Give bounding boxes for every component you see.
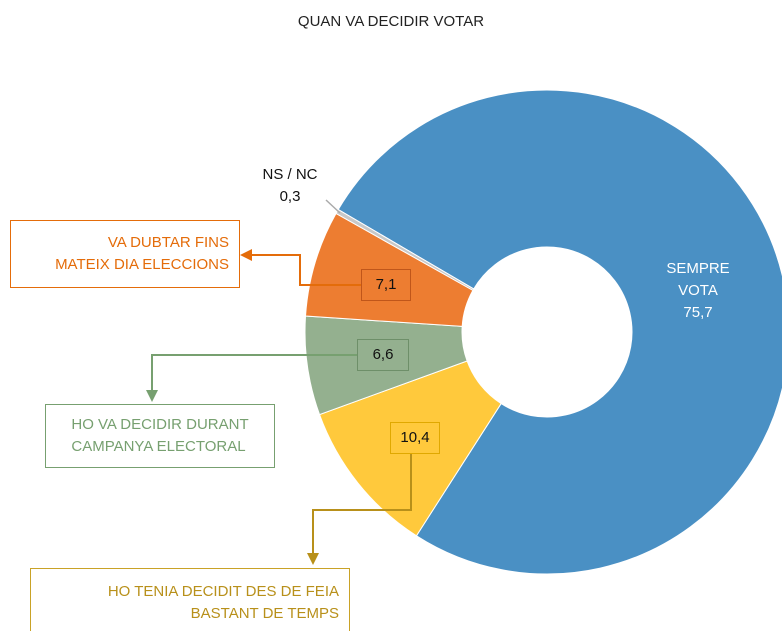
category-label: HO VA DECIDIR DURANT CAMPANYA ELECTORAL <box>45 404 275 468</box>
callout-line <box>252 254 361 286</box>
value-label: 7,1 <box>361 269 411 301</box>
arrowhead <box>240 249 252 261</box>
category-label: HO TENIA DECIDIT DES DE FEIA BASTANT DE … <box>30 568 350 631</box>
value-label: 6,6 <box>357 339 409 371</box>
category-label: SEMPRE VOTA <box>666 260 730 299</box>
callout-line <box>151 354 357 390</box>
category-label: VA DUBTAR FINS MATEIX DIA ELECCIONS <box>10 220 240 288</box>
chart-title: QUAN VA DECIDIR VOTAR <box>298 13 484 30</box>
arrowhead <box>307 553 319 565</box>
callout-line <box>325 199 341 214</box>
slice <box>337 89 782 575</box>
callout-line <box>312 454 412 553</box>
callouts <box>146 199 412 565</box>
value-label: 0,3 <box>279 188 301 205</box>
value-label: 75,7 <box>683 304 713 321</box>
category-label: NS / NC <box>262 166 318 183</box>
slice <box>335 208 475 292</box>
arrowhead <box>146 390 158 402</box>
value-label: 10,4 <box>390 422 440 454</box>
